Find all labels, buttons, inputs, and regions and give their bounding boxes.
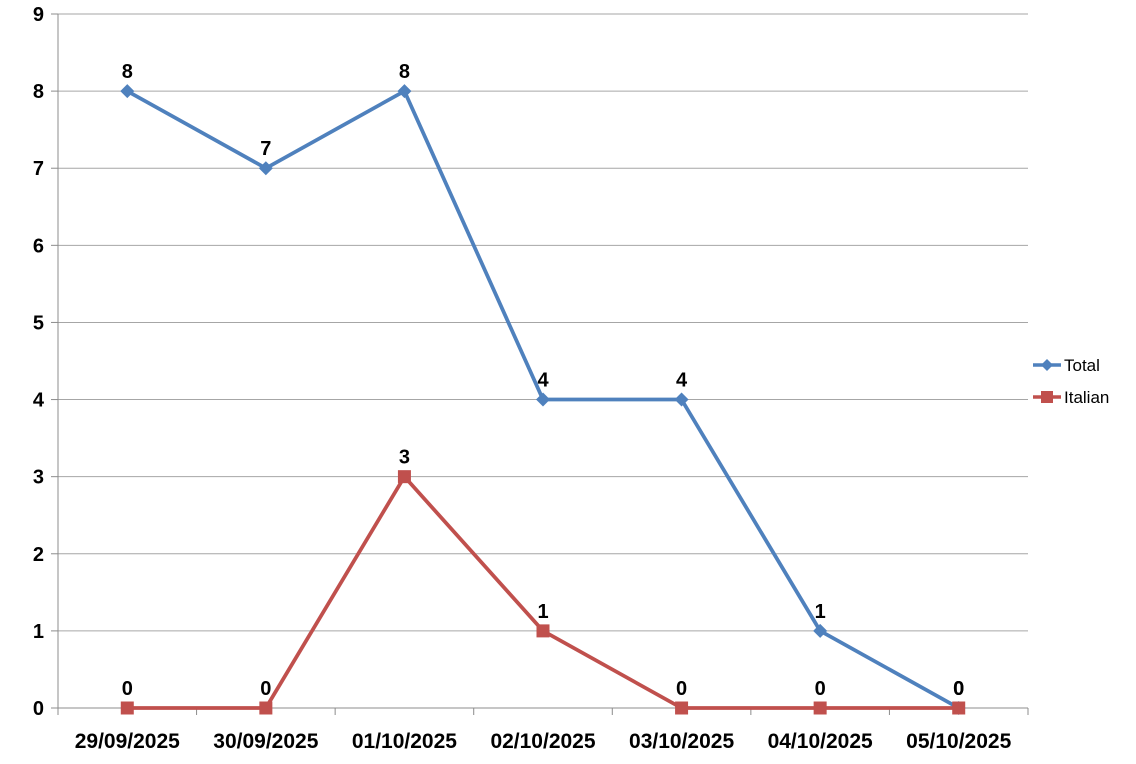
y-axis-tick-label: 9: [33, 4, 44, 26]
data-point-marker: [397, 84, 412, 99]
y-axis-tick-label: 1: [33, 621, 44, 643]
data-label: 0: [676, 678, 687, 700]
x-axis-label: 03/10/2025: [629, 730, 734, 753]
legend-marker: [1041, 391, 1053, 403]
x-axis-label: 05/10/2025: [906, 730, 1011, 753]
data-point-marker: [397, 470, 411, 484]
legend-marker: [1041, 359, 1053, 371]
data-label: 8: [399, 61, 410, 83]
data-label: 0: [815, 678, 826, 700]
y-axis-tick-label: 3: [33, 467, 44, 489]
data-point-marker: [536, 392, 550, 407]
data-point-marker: [952, 701, 966, 715]
y-axis-tick-label: 4: [33, 390, 45, 412]
data-label: 0: [260, 678, 271, 700]
data-point-marker: [675, 701, 689, 715]
data-point-marker: [674, 392, 689, 407]
x-axis-label: 29/09/2025: [75, 730, 180, 753]
x-axis-label: 04/10/2025: [768, 730, 873, 753]
data-label: 7: [260, 138, 271, 160]
legend-label: Total: [1064, 356, 1100, 375]
data-label: 0: [953, 678, 964, 700]
data-point-marker: [120, 84, 135, 99]
x-axis-label: 01/10/2025: [352, 730, 457, 753]
data-label: 3: [399, 447, 410, 469]
data-label: 4: [676, 370, 688, 392]
series-line-italian: [125, 474, 961, 710]
data-point-marker: [813, 701, 827, 715]
y-axis-tick-label: 5: [33, 312, 44, 334]
data-point-marker: [813, 623, 828, 638]
data-label: 1: [815, 601, 826, 623]
data-point-marker: [259, 701, 273, 715]
y-axis-tick-label: 8: [33, 81, 44, 103]
data-point-marker: [120, 701, 134, 715]
data-point-marker: [258, 161, 273, 176]
data-label: 1: [537, 601, 548, 623]
y-axis-tick-label: 2: [33, 544, 44, 566]
y-axis-tick-label: 6: [33, 235, 44, 257]
y-axis-tick-label: 0: [33, 698, 44, 720]
data-label: 8: [122, 61, 133, 83]
x-axis-label: 30/09/2025: [213, 730, 318, 753]
x-axis-label: 02/10/2025: [490, 730, 595, 753]
data-label: 4: [537, 370, 549, 392]
y-axis-tick-label: 7: [33, 158, 44, 180]
data-point-marker: [536, 624, 550, 638]
legend-label: Italian: [1064, 388, 1109, 407]
data-label: 0: [122, 678, 133, 700]
data-label: 0: [953, 678, 964, 700]
